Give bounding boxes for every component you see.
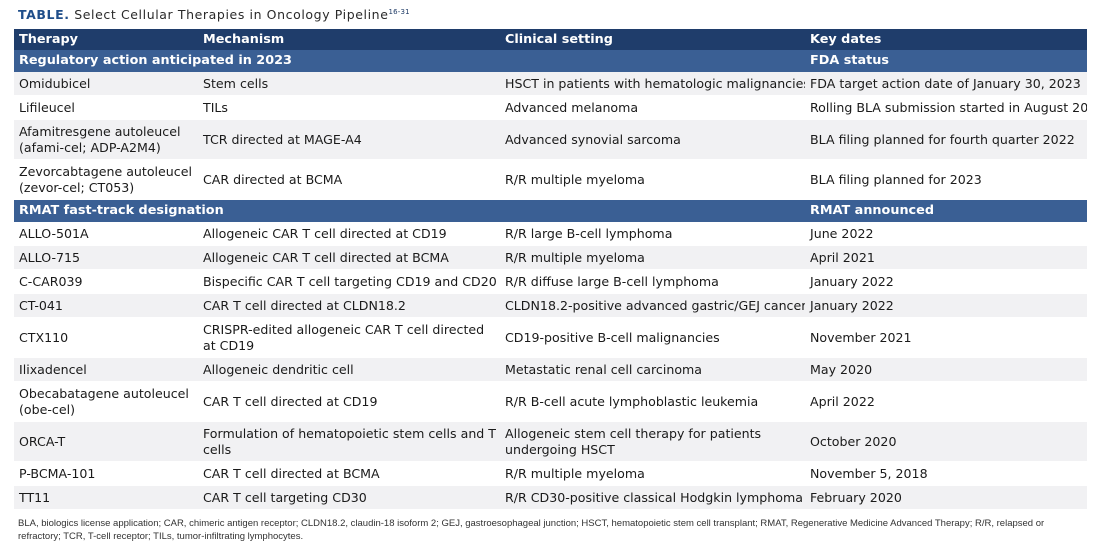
cell-key-date: BLA filing planned for fourth quarter 20… xyxy=(805,119,1087,160)
table-row: Ilixadencel Allogeneic dendritic cell Me… xyxy=(14,357,1087,382)
cell-therapy: Obecabatagene autoleucel (obe-cel) xyxy=(14,381,198,422)
cell-key-date: November 5, 2018 xyxy=(805,461,1087,486)
cell-therapy: ALLO-715 xyxy=(14,245,198,270)
table-title-label: TABLE. xyxy=(18,7,70,22)
section-heading: RMAT fast-track designation xyxy=(14,199,805,222)
cell-mechanism: CRISPR-edited allogeneic CAR T cell dire… xyxy=(198,317,500,358)
cell-clinical-setting: CLDN18.2-positive advanced gastric/GEJ c… xyxy=(500,293,805,318)
cell-mechanism: CAR T cell targeting CD30 xyxy=(198,485,500,510)
cell-mechanism: Allogeneic dendritic cell xyxy=(198,357,500,382)
cell-mechanism: CAR T cell directed at CLDN18.2 xyxy=(198,293,500,318)
cell-clinical-setting: R/R diffuse large B-cell lymphoma xyxy=(500,269,805,294)
cell-mechanism: CAR T cell directed at CD19 xyxy=(198,381,500,422)
header-key-dates: Key dates xyxy=(805,29,1087,50)
cell-clinical-setting: R/R large B-cell lymphoma xyxy=(500,222,805,246)
table-row: Lifileucel TILs Advanced melanoma Rollin… xyxy=(14,95,1087,120)
cell-clinical-setting: HSCT in patients with hematologic malign… xyxy=(500,72,805,96)
section-row: RMAT fast-track designation RMAT announc… xyxy=(14,199,1087,222)
pipeline-table: Therapy Mechanism Clinical setting Key d… xyxy=(14,29,1087,510)
cell-therapy: CT-041 xyxy=(14,293,198,318)
cell-clinical-setting: Allogeneic stem cell therapy for patient… xyxy=(500,421,805,462)
section-row: Regulatory action anticipated in 2023 FD… xyxy=(14,50,1087,72)
table-row: Zevorcabtagene autoleucel (zevor-cel; CT… xyxy=(14,159,1087,200)
table-title-text: Select Cellular Therapies in Oncology Pi… xyxy=(74,7,389,22)
cell-clinical-setting: R/R multiple myeloma xyxy=(500,245,805,270)
cell-therapy: C-CAR039 xyxy=(14,269,198,294)
cell-key-date: BLA filing planned for 2023 xyxy=(805,159,1087,200)
cell-therapy: Ilixadencel xyxy=(14,357,198,382)
table-row: Afamitresgene autoleucel (afami-cel; ADP… xyxy=(14,119,1087,160)
cell-therapy: CTX110 xyxy=(14,317,198,358)
header-mechanism: Mechanism xyxy=(198,29,500,50)
cell-therapy: Zevorcabtagene autoleucel (zevor-cel; CT… xyxy=(14,159,198,200)
section-date-heading: FDA status xyxy=(805,50,1087,72)
footnote: BLA, biologics license application; CAR,… xyxy=(18,518,1045,542)
header-clinical-setting: Clinical setting xyxy=(500,29,805,50)
cell-key-date: January 2022 xyxy=(805,293,1087,318)
cell-therapy: Lifileucel xyxy=(14,95,198,120)
table-row: CTX110 CRISPR-edited allogeneic CAR T ce… xyxy=(14,317,1087,358)
cell-mechanism: Formulation of hematopoietic stem cells … xyxy=(198,421,500,462)
cell-key-date: FDA target action date of January 30, 20… xyxy=(805,72,1087,96)
section-heading: Regulatory action anticipated in 2023 xyxy=(14,50,805,72)
cell-clinical-setting: R/R B-cell acute lymphoblastic leukemia xyxy=(500,381,805,422)
cell-key-date: April 2022 xyxy=(805,381,1087,422)
cell-key-date: May 2020 xyxy=(805,357,1087,382)
table-row: ORCA-T Formulation of hematopoietic stem… xyxy=(14,421,1087,462)
cell-therapy: Omidubicel xyxy=(14,72,198,96)
cell-therapy: P-BCMA-101 xyxy=(14,461,198,486)
table-row: CT-041 CAR T cell directed at CLDN18.2 C… xyxy=(14,293,1087,318)
cell-key-date: October 2020 xyxy=(805,421,1087,462)
cell-key-date: February 2020 xyxy=(805,485,1087,510)
cell-clinical-setting: Advanced melanoma xyxy=(500,95,805,120)
cell-therapy: ORCA-T xyxy=(14,421,198,462)
cell-therapy: Afamitresgene autoleucel (afami-cel; ADP… xyxy=(14,119,198,160)
table-row: Obecabatagene autoleucel (obe-cel) CAR T… xyxy=(14,381,1087,422)
cell-mechanism: TILs xyxy=(198,95,500,120)
table-title: TABLE. Select Cellular Therapies in Onco… xyxy=(18,7,410,27)
cell-clinical-setting: R/R CD30-positive classical Hodgkin lymp… xyxy=(500,485,805,510)
cell-clinical-setting: R/R multiple myeloma xyxy=(500,159,805,200)
cell-mechanism: TCR directed at MAGE-A4 xyxy=(198,119,500,160)
cell-mechanism: CAR T cell directed at BCMA xyxy=(198,461,500,486)
cell-mechanism: Stem cells xyxy=(198,72,500,96)
cell-mechanism: Allogeneic CAR T cell directed at CD19 xyxy=(198,222,500,246)
table-row: ALLO-501A Allogeneic CAR T cell directed… xyxy=(14,222,1087,246)
section-date-heading: RMAT announced xyxy=(805,199,1087,222)
cell-clinical-setting: Advanced synovial sarcoma xyxy=(500,119,805,160)
cell-key-date: January 2022 xyxy=(805,269,1087,294)
table-row: Omidubicel Stem cells HSCT in patients w… xyxy=(14,72,1087,96)
header-therapy: Therapy xyxy=(14,29,198,50)
cell-clinical-setting: Metastatic renal cell carcinoma xyxy=(500,357,805,382)
table-row: ALLO-715 Allogeneic CAR T cell directed … xyxy=(14,245,1087,270)
table-row: C-CAR039 Bispecific CAR T cell targeting… xyxy=(14,269,1087,294)
cell-mechanism: CAR directed at BCMA xyxy=(198,159,500,200)
cell-clinical-setting: CD19-positive B-cell malignancies xyxy=(500,317,805,358)
cell-therapy: TT11 xyxy=(14,485,198,510)
table-title-refs: 16-31 xyxy=(388,7,410,16)
cell-key-date: June 2022 xyxy=(805,222,1087,246)
cell-key-date: April 2021 xyxy=(805,245,1087,270)
cell-clinical-setting: R/R multiple myeloma xyxy=(500,461,805,486)
cell-key-date: November 2021 xyxy=(805,317,1087,358)
header-row: Therapy Mechanism Clinical setting Key d… xyxy=(14,29,1087,50)
cell-key-date: Rolling BLA submission started in August… xyxy=(805,95,1087,120)
cell-mechanism: Allogeneic CAR T cell directed at BCMA xyxy=(198,245,500,270)
table-row: TT11 CAR T cell targeting CD30 R/R CD30-… xyxy=(14,485,1087,510)
table-row: P-BCMA-101 CAR T cell directed at BCMA R… xyxy=(14,461,1087,486)
cell-mechanism: Bispecific CAR T cell targeting CD19 and… xyxy=(198,269,500,294)
cell-therapy: ALLO-501A xyxy=(14,222,198,246)
